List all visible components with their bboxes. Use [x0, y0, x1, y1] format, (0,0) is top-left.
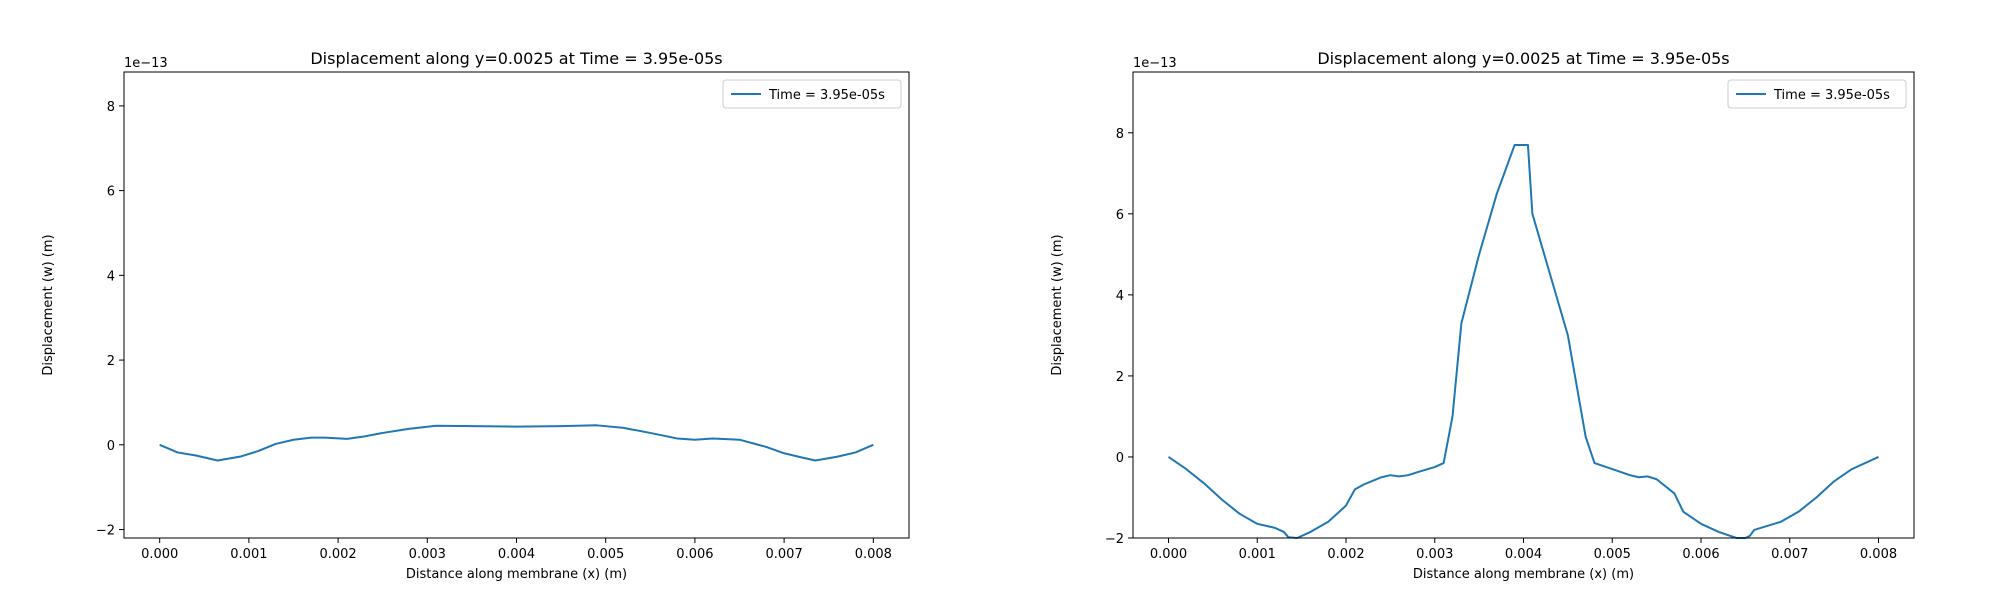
- legend-box: [1727, 79, 1907, 109]
- plot-frame: [123, 71, 910, 539]
- x-tick-label: 0.000: [141, 547, 178, 562]
- x-tick-label: 0.004: [498, 547, 535, 562]
- legend: Time = 3.95e-05s: [722, 79, 902, 109]
- x-tick-label: 0.003: [1416, 547, 1453, 562]
- y-tick-label: 6: [1116, 208, 1124, 223]
- x-tick-label: 0.005: [587, 547, 624, 562]
- x-tick-label: 0.003: [409, 547, 446, 562]
- legend: Time = 3.95e-05s: [1727, 79, 1907, 109]
- x-tick-label: 0.001: [230, 547, 267, 562]
- x-tick-label: 0.004: [1505, 547, 1542, 562]
- x-tick-label: 0.001: [1239, 547, 1276, 562]
- y-tick-label: 0: [1116, 451, 1124, 466]
- x-tick-label: 0.002: [1327, 547, 1364, 562]
- y-tick-label: 2: [1116, 370, 1124, 385]
- chart-title: Displacement along y=0.0025 at Time = 3.…: [310, 49, 722, 68]
- x-axis-label: Distance along membrane (x) (m): [1413, 567, 1634, 582]
- series-line: [159, 424, 874, 462]
- chart-left: Displacement along y=0.0025 at Time = 3.…: [41, 49, 910, 582]
- y-tick-label: 8: [107, 100, 115, 115]
- chart-title: Displacement along y=0.0025 at Time = 3.…: [1317, 49, 1729, 68]
- x-tick-label: 0.002: [319, 547, 356, 562]
- x-tick-label: 0.000: [1150, 547, 1187, 562]
- x-axis-label: Distance along membrane (x) (m): [406, 567, 627, 582]
- legend-entry: Time = 3.95e-05s: [1773, 88, 1890, 103]
- chart-right: Displacement along y=0.0025 at Time = 3.…: [1050, 49, 1915, 582]
- y-tick-label: 0: [107, 439, 115, 454]
- y-tick-label: 2: [107, 354, 115, 369]
- y-scale-label: 1e−13: [1133, 56, 1177, 71]
- legend-box: [722, 79, 902, 109]
- y-tick-label: 4: [1116, 289, 1124, 304]
- y-axis-label: Displacement (w) (m): [1050, 234, 1065, 375]
- y-axis-label: Displacement (w) (m): [41, 234, 56, 375]
- x-tick-label: 0.007: [766, 547, 803, 562]
- legend-entry: Time = 3.95e-05s: [768, 88, 885, 103]
- y-scale-label: 1e−13: [124, 56, 168, 71]
- plot-frame: [1132, 71, 1915, 539]
- x-tick-label: 0.008: [855, 547, 892, 562]
- y-tick-label: −2: [96, 524, 115, 539]
- x-tick-label: 0.005: [1594, 547, 1631, 562]
- y-tick-label: −2: [1105, 532, 1124, 547]
- x-tick-label: 0.008: [1860, 547, 1897, 562]
- x-tick-label: 0.006: [676, 547, 713, 562]
- x-tick-label: 0.007: [1771, 547, 1808, 562]
- x-tick-label: 0.006: [1682, 547, 1719, 562]
- y-tick-label: 4: [107, 269, 115, 284]
- y-tick-label: 8: [1116, 127, 1124, 142]
- y-tick-label: 6: [107, 185, 115, 200]
